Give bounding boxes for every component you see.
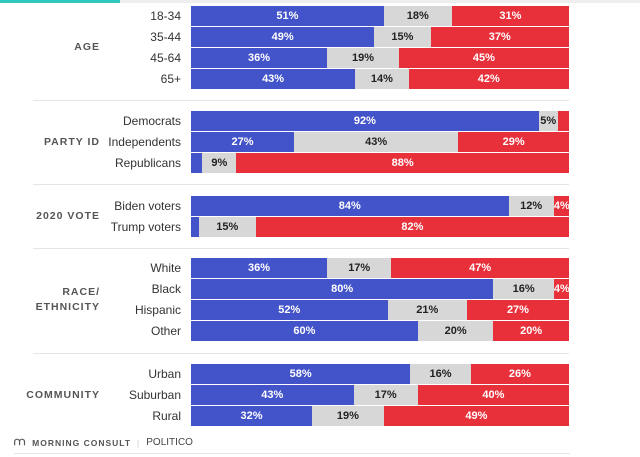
bar-segment-oppose: 88%	[236, 153, 569, 173]
bar-segment-support	[191, 217, 199, 237]
partner-label: POLITICO	[146, 437, 193, 448]
bar-segment-oppose: 26%	[470, 364, 569, 384]
bar-segment-support: 36%	[191, 48, 328, 68]
category-label: Biden voters	[114, 199, 181, 213]
group-label: PARTY ID	[43, 135, 100, 148]
footer: ⩋ MORNING CONSULT | POLITICO	[14, 436, 193, 449]
bar-segment-oppose: 4%	[553, 279, 570, 299]
bar-segment-support: 36%	[191, 258, 328, 278]
bar-segment-support: 84%	[191, 196, 509, 216]
bar-segment-support: 49%	[191, 27, 375, 47]
bar-segment-undecided: 18%	[383, 6, 452, 26]
bar-segment-oppose: 42%	[408, 69, 569, 89]
group-divider	[33, 184, 569, 185]
category-label: Other	[150, 324, 181, 338]
category-label: 35-44	[150, 30, 181, 44]
bar-segment-undecided: 16%	[493, 279, 554, 299]
category-label: Urban	[148, 367, 181, 381]
bar-segment-undecided: 9%	[202, 153, 237, 173]
bar-segment-support: 43%	[191, 385, 354, 405]
bar-segment-oppose: 27%	[466, 300, 569, 320]
bar-segment-undecided: 17%	[353, 385, 418, 405]
group-divider	[33, 100, 569, 101]
bar-segment-undecided: 15%	[198, 217, 256, 237]
category-label: 45-64	[150, 51, 181, 65]
bar-segment-support: 51%	[191, 6, 384, 26]
bar-segment-oppose: 20%	[493, 321, 569, 341]
bar-segment-support: 32%	[191, 406, 312, 426]
category-label: 18-34	[150, 9, 181, 23]
bar-segment-oppose: 40%	[417, 385, 569, 405]
bar-segment-undecided: 16%	[410, 364, 471, 384]
footer-divider	[14, 453, 570, 454]
bar-segment-support: 60%	[191, 321, 418, 341]
category-label: Suburban	[128, 388, 181, 402]
category-label: 65+	[160, 72, 181, 86]
bar-segment-undecided: 19%	[311, 406, 384, 426]
bar-segment-support: 58%	[191, 364, 411, 384]
bar-segment-undecided: 5%	[538, 111, 558, 131]
category-label: Hispanic	[134, 303, 181, 317]
bar-segment-undecided: 12%	[508, 196, 554, 216]
bar-segment-undecided: 17%	[327, 258, 392, 278]
bar-segment-support: 27%	[191, 132, 295, 152]
bar-segment-oppose: 45%	[398, 48, 569, 68]
bar-segment-oppose: 29%	[458, 132, 569, 152]
bar-segment-oppose: 37%	[430, 27, 569, 47]
bar-segment-undecided: 20%	[417, 321, 494, 341]
group-label: RACE/ ETHNICITY	[35, 286, 100, 313]
footer-separator: |	[137, 437, 141, 448]
group-label: 2020 VOTE	[36, 210, 100, 222]
category-label: White	[150, 261, 181, 275]
bar-segment-undecided: 21%	[387, 300, 467, 320]
category-label: Independents	[108, 135, 181, 149]
bar-segment-undecided: 43%	[294, 132, 459, 152]
top-grey-bar	[120, 0, 640, 3]
category-label: Trump voters	[110, 220, 181, 234]
bar-segment-support: 92%	[191, 111, 539, 131]
bar-segment-support: 43%	[191, 69, 356, 89]
top-accent-bar	[0, 0, 120, 3]
bar-segment-oppose: 47%	[391, 258, 569, 278]
brand-label: MORNING CONSULT	[32, 437, 132, 448]
bar-segment-undecided: 15%	[374, 27, 431, 47]
bar-segment-oppose: 49%	[383, 406, 569, 426]
bar-segment-support	[191, 153, 203, 173]
bar-segment-undecided: 19%	[327, 48, 399, 68]
group-divider	[33, 353, 569, 354]
category-label: Republicans	[114, 156, 181, 170]
bar-segment-support: 80%	[191, 279, 494, 299]
group-label: AGE	[74, 41, 100, 53]
bar-segment-oppose	[557, 111, 569, 131]
bar-segment-support: 52%	[191, 300, 388, 320]
category-label: Democrats	[122, 114, 181, 128]
category-label: Rural	[152, 409, 181, 423]
group-divider	[33, 248, 569, 249]
category-label: Black	[151, 282, 181, 296]
morning-consult-logo-icon: ⩋	[14, 436, 27, 448]
bar-segment-oppose: 4%	[553, 196, 570, 216]
bar-segment-undecided: 14%	[355, 69, 409, 89]
group-label: COMMUNITY	[26, 388, 100, 401]
bar-segment-oppose: 82%	[255, 217, 569, 237]
bar-segment-oppose: 31%	[451, 6, 569, 26]
